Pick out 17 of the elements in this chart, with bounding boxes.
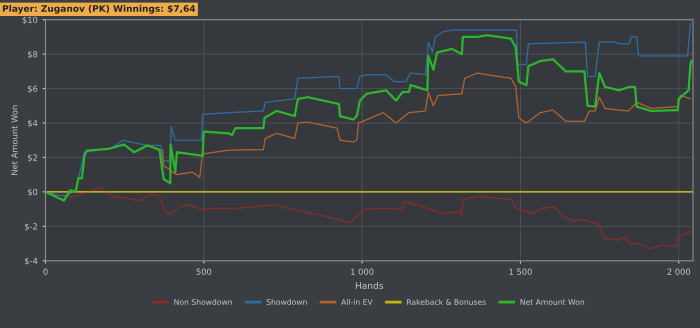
x-axis-title: Hands	[356, 282, 384, 290]
x-tick-label: 2 000	[667, 268, 690, 275]
y-tick-label: $10	[22, 16, 38, 24]
y-tick-label: $2	[28, 154, 38, 162]
x-tick-label: 0	[43, 268, 48, 275]
y-tick-label: $-4	[24, 258, 38, 266]
x-tick-label: 500	[196, 268, 212, 275]
x-tick-label: 1 500	[509, 268, 532, 275]
y-tick-label: $-2	[24, 223, 38, 231]
line-series	[162, 72, 692, 178]
x-tick-label: 1 000	[351, 268, 374, 275]
chart-title: Player: Zuganov (PK) Winnings: $7,64	[2, 4, 196, 14]
y-axis-title: Net Amount Won	[11, 106, 18, 175]
y-tick-label: $6	[28, 85, 38, 93]
y-tick-label: $4	[28, 120, 38, 128]
y-tick-label: $8	[28, 50, 38, 59]
y-tick-label: $0	[28, 188, 38, 196]
